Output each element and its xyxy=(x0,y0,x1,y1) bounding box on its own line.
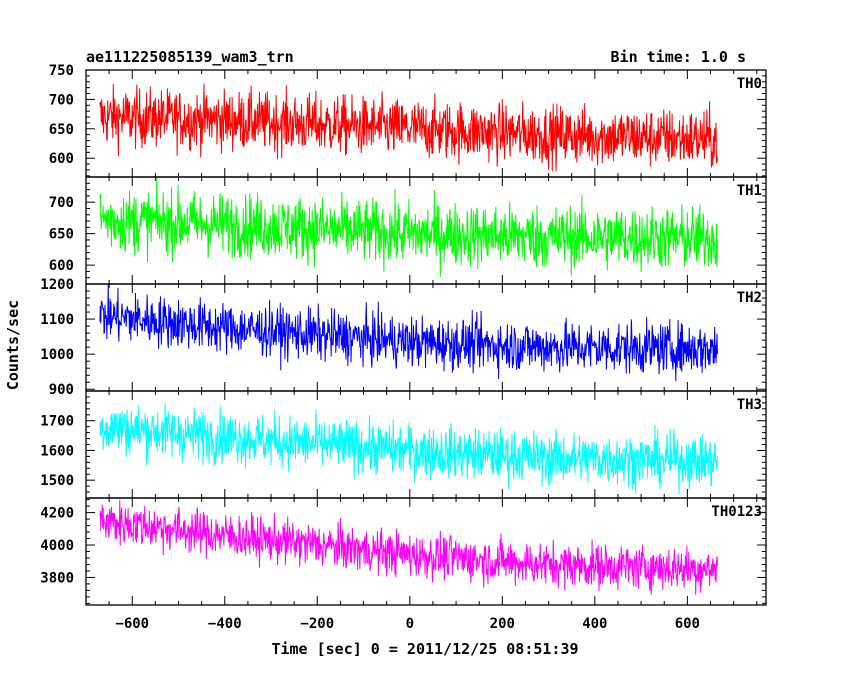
panel-label-th2: TH2 xyxy=(737,290,762,306)
panel-th2: 900 1000 1100 1200 TH2 xyxy=(40,277,767,398)
x-tick-label: 400 xyxy=(582,616,607,632)
x-axis-label: Time [sec] 0 = 2011/12/25 08:51:39 xyxy=(271,640,578,658)
x-tick-label: 200 xyxy=(490,616,515,632)
y-tick-label: 1100 xyxy=(40,312,74,328)
y-tick-label: 1700 xyxy=(40,414,74,430)
bin-time-label: Bin time: 1.0 s xyxy=(611,48,746,66)
y-tick-label: 3800 xyxy=(40,570,74,586)
x-tick-label: 0 xyxy=(406,616,414,632)
panel-label-th1: TH1 xyxy=(737,183,762,199)
x-tick-label: −600 xyxy=(115,616,149,632)
panel-th1: 600 650 700 TH1 xyxy=(49,176,767,285)
series-th3-line xyxy=(99,403,718,495)
y-tick-label: 700 xyxy=(49,92,74,108)
panel-th0123: 3800 4000 4200 TH0123 xyxy=(40,497,767,606)
y-tick-label: 650 xyxy=(49,122,74,138)
y-axis-label: Counts/sec xyxy=(4,300,22,390)
series-th0-line xyxy=(99,83,718,172)
panel-label-th0123: TH0123 xyxy=(711,504,762,520)
panel-label-th0: TH0 xyxy=(737,76,762,92)
panels-layer: 600 650 700 750 TH0 600 650 700 TH1 900 1000 1100 12… xyxy=(40,63,767,606)
y-tick-label: 1500 xyxy=(40,473,74,489)
series-th1-line xyxy=(99,177,718,277)
y-tick-label: 750 xyxy=(49,63,74,79)
panel-label-th3: TH3 xyxy=(737,397,762,413)
y-tick-label: 650 xyxy=(49,227,74,243)
y-tick-label: 700 xyxy=(49,195,74,211)
chart-title: ae111225085139_wam3_trn xyxy=(86,48,294,66)
panel-frame xyxy=(85,497,767,606)
series-th0123-line xyxy=(99,499,718,595)
y-tick-label: 1200 xyxy=(40,277,74,293)
x-tick-label: 600 xyxy=(675,616,700,632)
y-tick-label: 4000 xyxy=(40,538,74,554)
y-tick-label: 900 xyxy=(49,382,74,398)
y-tick-label: 600 xyxy=(49,258,74,274)
x-axis: −600 −400 −200 0 200 400 600 xyxy=(115,616,700,632)
y-tick-label: 600 xyxy=(49,151,74,167)
x-tick-label: −400 xyxy=(208,616,242,632)
y-tick-label: 1600 xyxy=(40,443,74,459)
y-tick-label: 1000 xyxy=(40,347,74,363)
series-th2-line xyxy=(99,284,718,381)
panel-th0: 600 650 700 750 TH0 xyxy=(49,63,767,178)
y-tick-label: 4200 xyxy=(40,506,74,522)
x-tick-label: −200 xyxy=(300,616,334,632)
panel-th3: 1500 1600 1700 TH3 xyxy=(40,390,767,499)
